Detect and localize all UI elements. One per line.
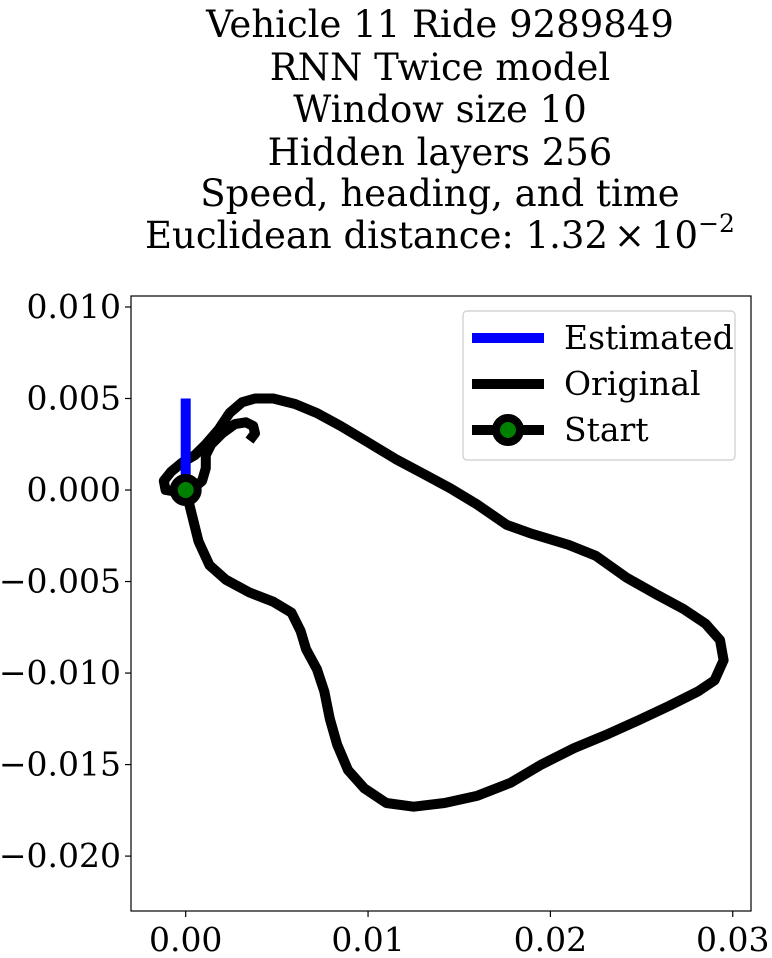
y-tick-label: −0.010 — [0, 653, 121, 692]
title-line-distance: Euclidean distance: 1.32 × 10−2 — [145, 209, 735, 257]
legend-start-marker — [492, 414, 524, 446]
distance-base: 10 — [651, 214, 698, 257]
legend-start-label: Start — [564, 410, 649, 449]
y-tick-label: −0.005 — [0, 562, 121, 601]
distance-label: Euclidean distance: — [145, 214, 526, 257]
title-line-features: Speed, heading, and time — [200, 172, 679, 215]
axis-ticks: 0.00 0.01 0.02 0.03 0.010 0.005 0.000 −0.005 −0.… — [0, 287, 770, 958]
x-tick-label: 0.02 — [514, 920, 587, 958]
y-tick-label: −0.020 — [0, 836, 121, 875]
series-layer — [158, 393, 729, 812]
legend-estimated-label: Estimated — [564, 318, 734, 357]
start-marker — [169, 474, 202, 507]
x-tick-label: 0.01 — [331, 920, 404, 958]
legend: Estimated Original Start — [462, 310, 736, 461]
x-tick-label: 0.03 — [696, 920, 769, 958]
distance-exponent: −2 — [698, 209, 735, 238]
x-tick-label: 0.00 — [149, 920, 222, 958]
y-tick-label: −0.015 — [0, 745, 121, 784]
title-line-hidden: Hidden layers 256 — [268, 131, 613, 174]
legend-original-label: Original — [564, 364, 701, 403]
title-line-window: Window size 10 — [293, 88, 587, 131]
title-line-model: RNN Twice model — [270, 46, 610, 89]
y-tick-label: 0.010 — [27, 287, 121, 326]
chart-title: Vehicle 11 Ride 9289849 RNN Twice model … — [145, 3, 735, 257]
distance-mantissa: 1.32 — [526, 214, 608, 257]
y-tick-label: 0.005 — [27, 379, 121, 418]
plot-frame — [130, 295, 752, 912]
title-line-vehicle: Vehicle 11 Ride 9289849 — [205, 3, 674, 46]
y-tick-label: 0.000 — [27, 470, 121, 509]
distance-times: × — [614, 214, 645, 257]
legend-box — [462, 310, 736, 461]
